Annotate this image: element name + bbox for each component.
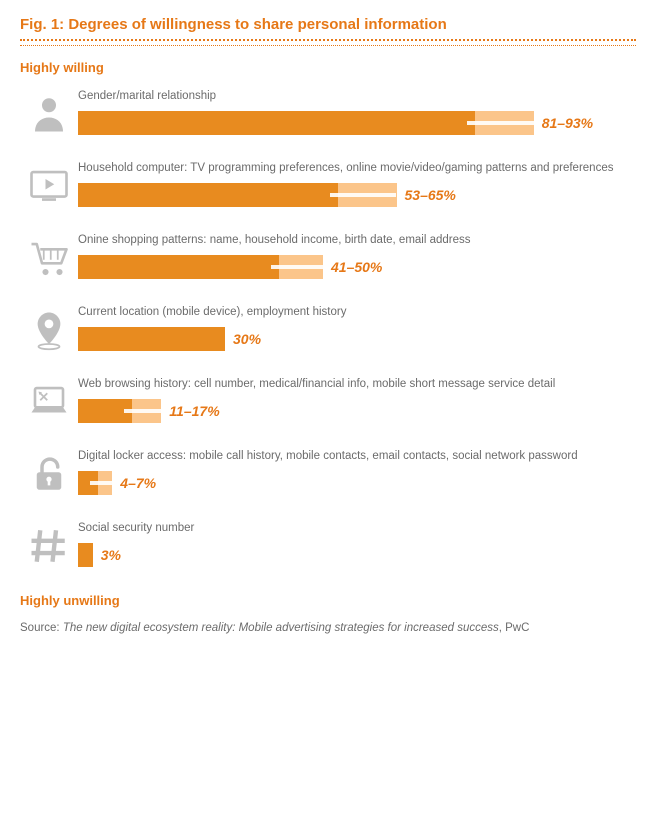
- bar-track: [78, 399, 161, 423]
- bar-value: 53–65%: [405, 187, 456, 203]
- bar-stripe: [271, 265, 323, 269]
- bar-value: 81–93%: [542, 115, 593, 131]
- divider-top: [20, 39, 636, 41]
- bar-wrap: 81–93%: [78, 111, 636, 135]
- bar-track: [78, 255, 323, 279]
- bar-track: [78, 471, 112, 495]
- row-content: Gender/marital relationship 81–93%: [78, 89, 636, 135]
- bar-value: 4–7%: [120, 475, 156, 491]
- person-icon: [20, 89, 78, 135]
- item-label: Gender/marital relationship: [78, 89, 636, 105]
- row-content: Digital locker access: mobile call histo…: [78, 449, 636, 495]
- bar-stripe: [467, 121, 534, 125]
- bar-value: 30%: [233, 331, 261, 347]
- bar-track: [78, 327, 225, 351]
- bar-solid: [78, 327, 225, 351]
- row-content: Onine shopping patterns: name, household…: [78, 233, 636, 279]
- bar-solid: [78, 255, 279, 279]
- bar-wrap: 3%: [78, 543, 636, 567]
- item-label: Social security number: [78, 521, 636, 537]
- source-prefix: Source:: [20, 622, 63, 634]
- chart-row: Gender/marital relationship 81–93%: [20, 89, 636, 135]
- cart-icon: [20, 233, 78, 279]
- bar-solid: [78, 543, 93, 567]
- item-label: Onine shopping patterns: name, household…: [78, 233, 636, 249]
- bar-wrap: 30%: [78, 327, 636, 351]
- source-line: Source: The new digital ecosystem realit…: [20, 622, 636, 634]
- bar-value: 41–50%: [331, 259, 382, 275]
- row-content: Household computer: TV programming prefe…: [78, 161, 636, 207]
- item-label: Household computer: TV programming prefe…: [78, 161, 636, 177]
- laptop-icon: [20, 377, 78, 423]
- bar-stripe: [124, 409, 161, 413]
- bar-wrap: 11–17%: [78, 399, 636, 423]
- bar-track: [78, 111, 534, 135]
- bar-track: [78, 543, 93, 567]
- item-label: Current location (mobile device), employ…: [78, 305, 636, 321]
- bar-stripe: [90, 481, 113, 485]
- bar-track: [78, 183, 397, 207]
- chart-row: Current location (mobile device), employ…: [20, 305, 636, 351]
- bar-solid: [78, 111, 475, 135]
- bar-wrap: 53–65%: [78, 183, 636, 207]
- divider-top-2: [20, 45, 636, 46]
- bar-value: 11–17%: [169, 403, 219, 419]
- lock-icon: [20, 449, 78, 495]
- chart-row: Social security number 3%: [20, 521, 636, 567]
- top-section-label: Highly willing: [20, 60, 636, 75]
- screen-icon: [20, 161, 78, 207]
- bar-wrap: 4–7%: [78, 471, 636, 495]
- bar-stripe: [330, 193, 397, 197]
- chart-row: Household computer: TV programming prefe…: [20, 161, 636, 207]
- bottom-section-label: Highly unwilling: [20, 593, 636, 608]
- row-content: Web browsing history: cell number, medic…: [78, 377, 636, 423]
- pin-icon: [20, 305, 78, 351]
- figure-title: Fig. 1: Degrees of willingness to share …: [20, 16, 636, 39]
- chart-rows: Gender/marital relationship 81–93% Househo…: [20, 89, 636, 567]
- chart-row: Web browsing history: cell number, medic…: [20, 377, 636, 423]
- bar-value: 3%: [101, 547, 121, 563]
- bar-solid: [78, 183, 338, 207]
- bar-wrap: 41–50%: [78, 255, 636, 279]
- chart-row: Digital locker access: mobile call histo…: [20, 449, 636, 495]
- source-suffix: , PwC: [499, 622, 530, 634]
- item-label: Web browsing history: cell number, medic…: [78, 377, 636, 393]
- chart-row: Onine shopping patterns: name, household…: [20, 233, 636, 279]
- item-label: Digital locker access: mobile call histo…: [78, 449, 636, 465]
- row-content: Social security number 3%: [78, 521, 636, 567]
- hash-icon: [20, 521, 78, 567]
- source-title: The new digital ecosystem reality: Mobil…: [63, 622, 499, 634]
- row-content: Current location (mobile device), employ…: [78, 305, 636, 351]
